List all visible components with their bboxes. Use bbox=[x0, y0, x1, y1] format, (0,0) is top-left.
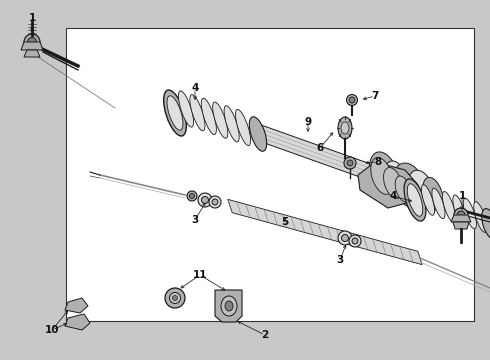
Text: 6: 6 bbox=[317, 143, 323, 153]
Ellipse shape bbox=[432, 188, 445, 219]
Polygon shape bbox=[451, 215, 471, 222]
Ellipse shape bbox=[338, 117, 352, 139]
Ellipse shape bbox=[457, 211, 465, 219]
Ellipse shape bbox=[236, 109, 250, 146]
Text: 10: 10 bbox=[45, 325, 59, 335]
Ellipse shape bbox=[408, 170, 434, 209]
Ellipse shape bbox=[404, 179, 426, 221]
Ellipse shape bbox=[371, 158, 393, 194]
Text: 5: 5 bbox=[281, 217, 289, 227]
Ellipse shape bbox=[341, 122, 349, 134]
Text: 1: 1 bbox=[28, 13, 36, 23]
Ellipse shape bbox=[201, 197, 209, 203]
Text: 3: 3 bbox=[336, 255, 343, 265]
Ellipse shape bbox=[352, 238, 358, 244]
Ellipse shape bbox=[178, 91, 194, 127]
Ellipse shape bbox=[346, 95, 358, 105]
Polygon shape bbox=[358, 162, 418, 208]
Ellipse shape bbox=[338, 231, 352, 245]
Polygon shape bbox=[65, 314, 90, 330]
Polygon shape bbox=[215, 290, 242, 322]
Text: 4: 4 bbox=[191, 83, 198, 93]
Ellipse shape bbox=[27, 37, 36, 46]
Ellipse shape bbox=[407, 184, 423, 216]
Ellipse shape bbox=[349, 235, 361, 247]
Text: 4: 4 bbox=[390, 191, 397, 201]
Ellipse shape bbox=[342, 234, 348, 242]
Polygon shape bbox=[24, 50, 40, 57]
Ellipse shape bbox=[347, 160, 353, 166]
Ellipse shape bbox=[421, 185, 435, 215]
Text: 8: 8 bbox=[374, 157, 382, 167]
Ellipse shape bbox=[369, 152, 400, 202]
Text: 2: 2 bbox=[261, 330, 269, 340]
Ellipse shape bbox=[349, 97, 355, 103]
Bar bbox=[66, 28, 474, 321]
Ellipse shape bbox=[249, 117, 267, 151]
Ellipse shape bbox=[167, 96, 183, 130]
Ellipse shape bbox=[474, 202, 487, 232]
Polygon shape bbox=[228, 199, 422, 265]
Ellipse shape bbox=[209, 196, 221, 208]
Ellipse shape bbox=[201, 98, 217, 135]
Ellipse shape bbox=[393, 163, 425, 208]
Ellipse shape bbox=[212, 199, 218, 205]
Ellipse shape bbox=[482, 209, 490, 239]
Ellipse shape bbox=[172, 296, 177, 301]
Ellipse shape bbox=[454, 208, 468, 222]
Ellipse shape bbox=[423, 177, 443, 210]
Ellipse shape bbox=[24, 34, 40, 50]
Ellipse shape bbox=[165, 288, 185, 308]
Ellipse shape bbox=[225, 301, 233, 311]
Ellipse shape bbox=[453, 195, 466, 225]
Ellipse shape bbox=[213, 102, 228, 138]
Ellipse shape bbox=[170, 292, 180, 303]
Ellipse shape bbox=[190, 194, 195, 198]
Ellipse shape bbox=[164, 90, 186, 136]
Ellipse shape bbox=[187, 191, 197, 201]
Text: 7: 7 bbox=[371, 91, 379, 101]
Text: 1: 1 bbox=[458, 191, 466, 201]
Polygon shape bbox=[21, 42, 43, 50]
Polygon shape bbox=[257, 123, 378, 184]
Text: 3: 3 bbox=[192, 215, 198, 225]
Text: 9: 9 bbox=[304, 117, 312, 127]
Ellipse shape bbox=[190, 95, 205, 131]
Ellipse shape bbox=[385, 161, 409, 202]
Ellipse shape bbox=[344, 157, 356, 169]
Polygon shape bbox=[453, 222, 469, 229]
Ellipse shape bbox=[464, 198, 476, 229]
Ellipse shape bbox=[198, 193, 212, 207]
Text: 11: 11 bbox=[193, 270, 207, 280]
Polygon shape bbox=[65, 298, 88, 313]
Ellipse shape bbox=[224, 106, 239, 142]
Ellipse shape bbox=[395, 176, 411, 202]
Ellipse shape bbox=[384, 167, 402, 198]
Ellipse shape bbox=[442, 192, 456, 222]
Ellipse shape bbox=[221, 296, 237, 316]
